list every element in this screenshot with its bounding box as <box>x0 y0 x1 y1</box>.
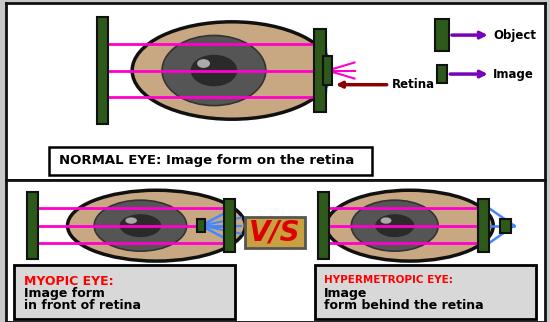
Ellipse shape <box>125 217 137 224</box>
Bar <box>97 17 108 124</box>
Text: Retina: Retina <box>340 78 436 91</box>
Text: Image form: Image form <box>24 287 105 299</box>
Ellipse shape <box>68 190 245 261</box>
Ellipse shape <box>94 200 186 251</box>
Text: MYOPIC EYE:: MYOPIC EYE: <box>24 275 114 288</box>
Text: form behind the retina: form behind the retina <box>323 298 483 312</box>
Bar <box>500 219 511 233</box>
Ellipse shape <box>197 59 210 68</box>
Bar <box>478 199 488 252</box>
FancyBboxPatch shape <box>245 217 305 248</box>
Ellipse shape <box>326 190 493 261</box>
Bar <box>317 192 329 259</box>
Text: Object: Object <box>493 29 536 42</box>
Text: NORMAL EYE: Image form on the retina: NORMAL EYE: Image form on the retina <box>59 154 355 167</box>
Text: Image: Image <box>493 68 534 80</box>
Ellipse shape <box>119 214 161 237</box>
Ellipse shape <box>191 55 237 86</box>
Bar <box>224 199 235 252</box>
Bar <box>14 265 235 319</box>
Bar <box>436 19 449 51</box>
Ellipse shape <box>381 217 392 224</box>
Bar <box>437 65 447 83</box>
Ellipse shape <box>132 22 332 119</box>
Bar <box>316 265 536 319</box>
Bar <box>48 147 372 175</box>
Ellipse shape <box>375 214 414 237</box>
Text: V/S: V/S <box>249 219 301 247</box>
Bar <box>197 220 205 232</box>
Text: in front of retina: in front of retina <box>24 298 141 312</box>
Text: Image: Image <box>323 287 367 299</box>
Ellipse shape <box>351 200 438 251</box>
Text: HYPERMETROPIC EYE:: HYPERMETROPIC EYE: <box>323 275 453 285</box>
Ellipse shape <box>162 35 266 106</box>
Bar <box>323 56 332 85</box>
Bar <box>26 192 39 259</box>
Bar <box>314 29 326 112</box>
